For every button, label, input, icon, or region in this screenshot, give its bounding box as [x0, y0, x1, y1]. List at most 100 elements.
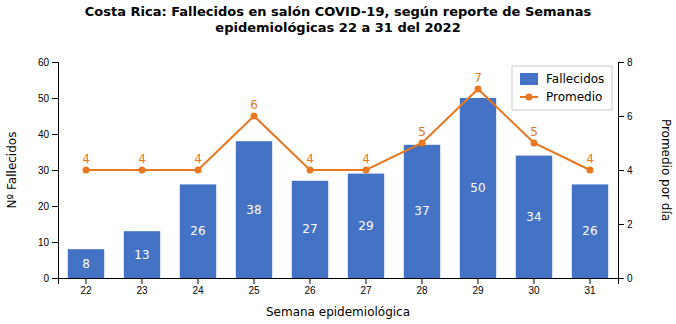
x-tick-mark [478, 278, 479, 284]
line-marker [587, 167, 594, 174]
x-tick: 31 [584, 278, 596, 296]
legend: Fallecidos Promedio [512, 66, 612, 110]
y2-tick-mark [618, 62, 624, 63]
y-tick-label: 0 [43, 273, 49, 284]
x-tick: 26 [304, 278, 316, 296]
y2-tick-label: 4 [627, 165, 633, 176]
x-tick: 28 [416, 278, 428, 296]
title-line: Costa Rica: Fallecidos en salón COVID-19… [85, 4, 592, 19]
y-tick-mark [52, 134, 58, 135]
x-tick-mark [534, 278, 535, 284]
bar-label: 26 [582, 224, 597, 238]
y2-tick-mark [618, 224, 624, 225]
y2-tick: 0 [618, 273, 633, 284]
y-tick: 40 [38, 129, 58, 140]
bar-label: 29 [358, 219, 373, 233]
line-label: 7 [474, 71, 482, 85]
line-marker [251, 113, 258, 120]
bar [124, 231, 160, 278]
y-axis-line [52, 63, 59, 279]
bar [348, 174, 384, 278]
bar [68, 249, 104, 278]
x-tick-mark [198, 278, 199, 284]
x-tick-label: 25 [248, 285, 260, 296]
x-tick-label: 28 [416, 285, 428, 296]
y-tick-label: 40 [38, 129, 50, 140]
line-label: 6 [250, 98, 258, 112]
x-tick-mark [366, 278, 367, 284]
x-tick-label: 27 [360, 285, 372, 296]
legend-swatch [520, 73, 538, 85]
bar [292, 181, 328, 278]
x-tick-mark [142, 278, 143, 284]
y-tick-label: 60 [38, 57, 50, 68]
line-label: 4 [138, 152, 146, 166]
x-tick: 25 [248, 278, 260, 296]
x-tick: 23 [136, 278, 148, 296]
bar-label: 37 [414, 204, 429, 218]
bar [404, 145, 440, 278]
y-tick-mark [52, 242, 58, 243]
x-tick: 29 [472, 278, 484, 296]
bar-label: 34 [526, 210, 541, 224]
y2-tick-label: 8 [627, 57, 633, 68]
line-label: 4 [362, 152, 370, 166]
line-label: 5 [418, 125, 426, 139]
plot: 2223242526272829303101020304050600246881… [38, 57, 633, 296]
x-tick-label: 22 [80, 285, 92, 296]
x-tick-mark [590, 278, 591, 284]
x-axis-title: Semana epidemiológica [266, 305, 410, 319]
y-tick: 60 [38, 57, 58, 68]
y2-tick-label: 0 [627, 273, 633, 284]
legend-label: Promedio [546, 90, 602, 104]
y-tick: 30 [38, 165, 58, 176]
title: Costa Rica: Fallecidos en salón COVID-19… [85, 4, 592, 35]
y-tick-label: 30 [38, 165, 50, 176]
title-line: epidemiológicas 22 a 31 del 2022 [215, 20, 460, 35]
line-marker [531, 140, 538, 147]
x-tick-label: 29 [472, 285, 484, 296]
x-axis: 22 23 24 25 26 27 28 29 30 31 [59, 278, 619, 296]
bar-label: 26 [190, 224, 205, 238]
y2-tick-mark [618, 278, 624, 279]
y-axis-title: Nº Fallecidos [5, 132, 19, 209]
line-label: 4 [82, 152, 90, 166]
x-axis-line [59, 279, 619, 285]
y2-axis: 0 2 4 6 8 [618, 57, 633, 284]
y2-tick: 2 [618, 219, 633, 230]
y-tick-mark [52, 62, 58, 63]
y2-tick-mark [618, 116, 624, 117]
x-tick-mark [310, 278, 311, 284]
y2-tick: 6 [618, 111, 633, 122]
y2-axis-title: Promedio por día [659, 119, 673, 221]
x-tick: 27 [360, 278, 372, 296]
x-tick: 22 [80, 278, 92, 296]
x-tick-label: 30 [528, 285, 540, 296]
legend-box [512, 66, 612, 110]
line-marker [419, 140, 426, 147]
y2-tick: 8 [618, 57, 633, 68]
y-tick-mark [52, 206, 58, 207]
bar [460, 98, 496, 278]
x-tick-mark [254, 278, 255, 284]
y-tick: 50 [38, 93, 58, 104]
x-tick-mark [422, 278, 423, 284]
line-label: 5 [530, 125, 538, 139]
bar-label: 50 [470, 181, 485, 195]
bar [516, 156, 552, 278]
bar-label: 13 [134, 248, 149, 262]
line-marker [307, 167, 314, 174]
bar [180, 184, 216, 278]
legend-label: Fallecidos [546, 72, 604, 86]
bar [236, 141, 272, 278]
y-tick: 10 [38, 237, 58, 248]
line-label: 4 [306, 152, 314, 166]
y-tick-label: 20 [38, 201, 50, 212]
x-tick-label: 31 [584, 285, 596, 296]
bar-label: 8 [82, 257, 90, 271]
chart: Costa Rica: Fallecidos en salón COVID-19… [0, 0, 676, 324]
y2-tick-mark [618, 170, 624, 171]
bar-label: 38 [246, 203, 261, 217]
x-tick-label: 24 [192, 285, 204, 296]
legend-item: Promedio [520, 90, 602, 104]
